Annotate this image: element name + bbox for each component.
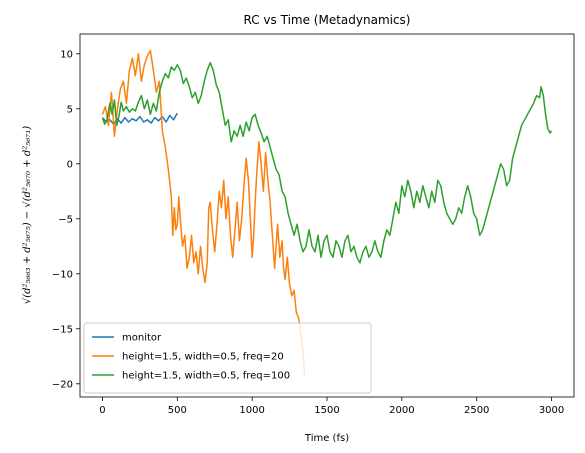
x-axis-title: Time (fs) <box>304 433 349 444</box>
series-line-0 <box>101 112 178 125</box>
x-tick-label: 2000 <box>389 405 414 416</box>
y-tick-label: −15 <box>52 324 73 335</box>
x-tick-label: 2500 <box>464 405 489 416</box>
series-line-1 <box>101 49 306 376</box>
legend-box <box>83 322 372 394</box>
legend-label: height=1.5, width=0.5, freq=20 <box>122 352 284 363</box>
y-axis: −20 −15 −10 −5 0 5 10 <box>52 49 80 390</box>
y-tick-label: −5 <box>58 214 73 225</box>
series-layer <box>101 49 553 376</box>
series-line-2 <box>101 61 553 264</box>
y-axis-title: √(d²₅₆₆₃ + d²₅₆₇₅) − √(d²₅₆₇₀ + d²₅₆₇₁) <box>22 126 33 304</box>
legend: monitor height=1.5, width=0.5, freq=20 hei… <box>83 322 372 394</box>
x-tick-label: 1000 <box>239 405 264 416</box>
x-tick-label: 3000 <box>539 405 564 416</box>
x-tick-label: 500 <box>168 405 187 416</box>
y-tick-label: 5 <box>67 104 73 115</box>
legend-label: monitor <box>122 333 162 344</box>
y-tick-label: −10 <box>52 269 73 280</box>
legend-label: height=1.5, width=0.5, freq=100 <box>122 371 290 382</box>
y-tick-label: −20 <box>52 379 73 390</box>
chart-title: RC vs Time (Metadynamics) <box>244 13 411 27</box>
x-axis: 0 500 1000 1500 2000 2500 3000 <box>99 397 564 416</box>
x-tick-label: 0 <box>99 405 105 416</box>
x-tick-label: 1500 <box>314 405 339 416</box>
y-tick-label: 0 <box>67 159 73 170</box>
y-tick-label: 10 <box>60 49 73 60</box>
